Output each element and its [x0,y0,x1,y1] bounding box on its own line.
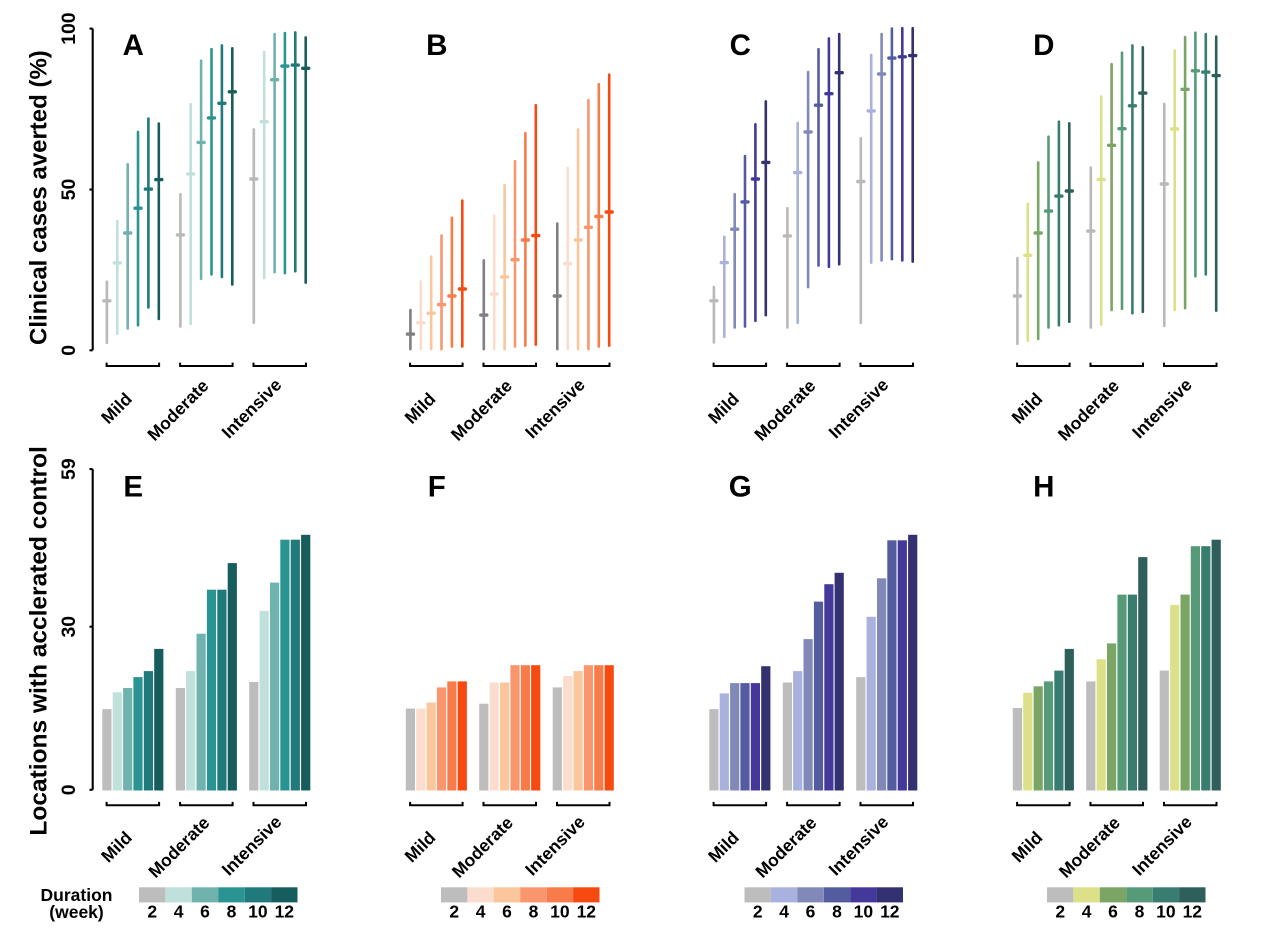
svg-text:Clinical cases averted (%): Clinical cases averted (%) [26,50,53,345]
svg-text:(week): (week) [49,902,103,922]
svg-text:2: 2 [1055,902,1065,922]
svg-text:12: 12 [577,902,597,922]
svg-text:59: 59 [58,458,80,480]
svg-text:12: 12 [1183,902,1203,922]
svg-text:Locations with acclerated cont: Locations with acclerated control [26,446,53,835]
svg-text:F: F [428,471,446,504]
svg-text:0: 0 [58,345,80,356]
svg-text:10: 10 [550,902,570,922]
svg-text:2: 2 [449,902,459,922]
svg-text:8: 8 [227,902,237,922]
svg-text:4: 4 [779,902,789,922]
svg-text:4: 4 [174,902,184,922]
svg-text:2: 2 [147,902,157,922]
svg-text:8: 8 [1135,902,1145,922]
svg-text:4: 4 [476,902,486,922]
svg-text:30: 30 [58,616,80,638]
svg-text:8: 8 [832,902,842,922]
svg-text:4: 4 [1082,902,1092,922]
svg-text:10: 10 [1156,902,1176,922]
svg-text:2: 2 [753,902,763,922]
svg-text:10: 10 [854,902,874,922]
svg-text:C: C [730,29,751,62]
svg-text:B: B [426,29,447,62]
svg-text:G: G [729,471,752,504]
svg-text:6: 6 [1108,902,1118,922]
svg-text:6: 6 [806,902,816,922]
svg-text:Duration: Duration [41,885,113,905]
svg-text:E: E [123,471,143,504]
svg-text:6: 6 [200,902,210,922]
svg-text:10: 10 [248,902,268,922]
svg-text:100: 100 [58,12,80,45]
svg-text:6: 6 [502,902,512,922]
svg-text:8: 8 [529,902,539,922]
svg-text:12: 12 [275,902,295,922]
svg-text:H: H [1033,471,1054,504]
svg-text:12: 12 [880,902,900,922]
svg-text:50: 50 [58,179,80,201]
svg-text:D: D [1033,29,1054,62]
svg-text:0: 0 [58,784,80,795]
svg-text:A: A [123,29,144,62]
